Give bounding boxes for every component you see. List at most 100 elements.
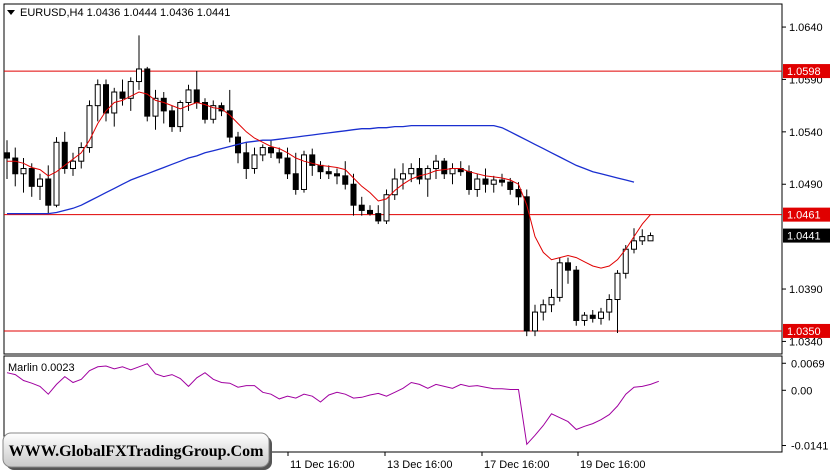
candle-body <box>408 168 415 175</box>
triangle-down-icon[interactable] <box>7 10 15 15</box>
candle <box>251 147 258 174</box>
candle <box>61 131 68 174</box>
candle <box>325 165 332 179</box>
candle-body <box>589 314 596 319</box>
candle-body <box>4 152 10 159</box>
candle-body <box>515 188 522 198</box>
candle-body <box>259 147 266 156</box>
candle-body <box>53 141 60 206</box>
candle-body <box>20 168 27 175</box>
time-tick-label: 13 Dec 16:00 <box>387 459 452 471</box>
candle <box>259 144 266 162</box>
candle-body <box>334 173 340 177</box>
candle-body <box>309 154 316 166</box>
indicator-axis: 0.0069 0.00 -0.0141 <box>782 358 828 453</box>
level-label-box <box>783 323 830 338</box>
candle-body <box>573 269 580 321</box>
level-label-box <box>783 64 830 79</box>
candle <box>160 92 167 124</box>
indicator-title: Marlin 0.0023 <box>8 362 75 374</box>
candle-body <box>185 89 192 104</box>
current-price-box <box>783 228 830 243</box>
candle <box>292 152 299 195</box>
candle-body <box>86 105 93 149</box>
candle <box>358 196 365 216</box>
slow-moving-average-line <box>7 124 635 215</box>
price-tick-label: 1.0490 <box>789 179 823 191</box>
candle-body <box>37 178 43 187</box>
candle <box>499 173 505 187</box>
candle-body <box>499 179 505 183</box>
indicator-tick-label: 0.0069 <box>791 358 825 370</box>
candle-body <box>127 81 134 99</box>
candle <box>614 270 621 334</box>
candle <box>210 100 217 124</box>
candle <box>441 158 448 179</box>
candle <box>127 77 134 111</box>
candle <box>342 161 349 190</box>
candle <box>565 257 571 284</box>
candle-body <box>631 240 637 250</box>
candle <box>367 205 373 216</box>
candle-body <box>210 105 217 120</box>
candle-body <box>490 179 497 185</box>
candle <box>334 168 340 185</box>
candle <box>86 100 93 153</box>
level-label-text: 1.0598 <box>787 66 821 78</box>
candle <box>350 173 357 216</box>
candle <box>276 147 283 164</box>
candle <box>433 154 439 179</box>
candle-body <box>565 262 571 271</box>
candle-body <box>367 209 373 215</box>
candle <box>400 163 406 190</box>
watermark-banner: WWW.GlobalFXTradingGroup.Com <box>2 432 272 470</box>
candle-body <box>103 84 109 114</box>
candle-body <box>160 97 167 112</box>
candle-body <box>317 164 324 173</box>
candle <box>606 294 613 321</box>
candle-body <box>400 173 406 180</box>
price-tick-label: 1.0540 <box>789 127 823 139</box>
candle-body <box>466 171 472 190</box>
indicator-tick-label: -0.0141 <box>791 441 828 453</box>
time-axis: 11 Dec 16:00 13 Dec 16:00 17 Dec 16:00 19 D… <box>287 452 645 471</box>
candle-body <box>375 213 382 222</box>
candle-body <box>433 160 439 170</box>
candle-body <box>647 235 654 242</box>
candle <box>631 228 637 254</box>
candle-body <box>152 97 159 117</box>
candle-body <box>136 68 142 83</box>
candle-body <box>507 181 514 190</box>
candle <box>28 163 35 197</box>
candle-body <box>325 171 332 175</box>
candle <box>202 98 208 124</box>
candle <box>375 205 382 225</box>
candle <box>119 79 126 106</box>
candle <box>548 289 555 313</box>
price-tick-label: 1.0340 <box>789 336 823 348</box>
time-tick-label: 19 Dec 16:00 <box>580 459 645 471</box>
candle-body <box>383 194 390 222</box>
candle-body <box>606 299 613 313</box>
oscillator-line <box>6 363 659 446</box>
current-price-marker: 1.0441 <box>783 228 830 243</box>
candle-body <box>301 154 307 190</box>
candlesticks <box>4 35 654 337</box>
price-tick-label: 1.0640 <box>789 22 823 34</box>
candle <box>532 304 538 337</box>
candle-body <box>276 152 283 159</box>
candle <box>268 140 274 159</box>
current-price-label: 1.0441 <box>787 231 821 243</box>
candle <box>185 84 192 111</box>
candle-body <box>358 204 365 211</box>
candle <box>383 189 390 225</box>
candle <box>589 309 596 323</box>
candle-body <box>268 147 274 154</box>
time-tick-label: 17 Dec 16:00 <box>484 459 549 471</box>
candle-body <box>292 173 299 190</box>
level-lines[interactable] <box>4 70 782 332</box>
candle <box>416 158 423 185</box>
candle <box>177 100 184 132</box>
candle-body <box>226 110 233 138</box>
candle-body <box>144 68 151 117</box>
